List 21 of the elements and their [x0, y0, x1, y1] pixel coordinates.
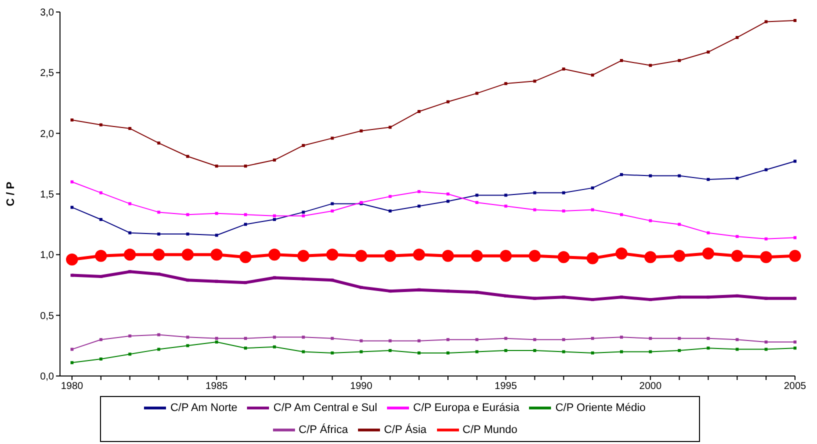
y-tick-label: 3,0 — [40, 8, 54, 19]
y-tick-label: 2,5 — [40, 68, 54, 80]
x-tick-label: 2000 — [639, 381, 662, 392]
x-tick-label: 1995 — [494, 381, 518, 392]
legend-label: C/P Oriente Médio — [555, 402, 646, 414]
x-tick-label: 1980 — [60, 381, 84, 392]
y-tick-label: 0,5 — [40, 310, 54, 322]
x-tick-label: 1990 — [350, 381, 373, 392]
legend-label: C/P Am Central e Sul — [273, 402, 378, 414]
legend-label: C/P Ásia — [384, 424, 427, 436]
y-tick-label: 0,0 — [40, 372, 54, 383]
legend-label: C/P Mundo — [462, 424, 518, 436]
y-axis-title: C / P — [4, 182, 17, 206]
y-tick-label: 1,0 — [40, 250, 54, 262]
x-tick-label: 1985 — [205, 381, 228, 392]
y-tick-label: 1,5 — [40, 190, 54, 201]
legend-label: C/P Europa e Eurásia — [413, 402, 520, 414]
legend-label: C/P Am Norte — [170, 402, 238, 414]
x-tick-label: 2005 — [784, 381, 807, 392]
legend-label: C/P África — [298, 424, 348, 436]
y-tick-label: 2,0 — [40, 128, 54, 140]
